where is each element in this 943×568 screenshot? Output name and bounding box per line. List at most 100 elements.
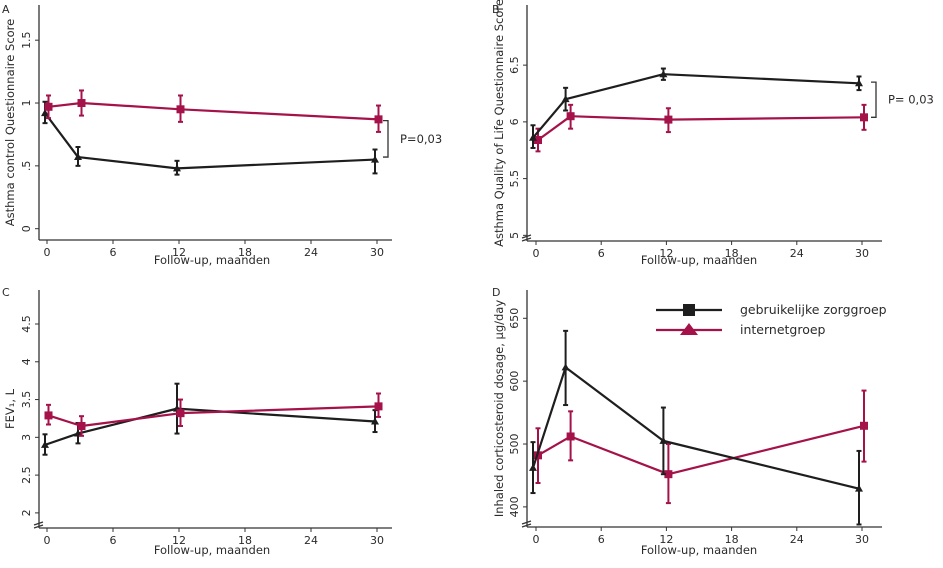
series-line [44, 112, 376, 170]
x-axis-title: Follow-up, maanden [641, 543, 757, 557]
x-tick-label: 0 [533, 533, 540, 546]
series-usual-care [41, 382, 379, 456]
y-tick-label: 6 [508, 118, 521, 125]
axis-break-mark [521, 234, 532, 239]
data-point-triangle [659, 436, 668, 444]
series-usual-care [529, 329, 863, 526]
data-point-square [176, 105, 185, 114]
x-tick-label: 6 [598, 247, 605, 260]
data-point-square [176, 409, 185, 418]
panel-letter: D [492, 286, 500, 299]
data-point-square [534, 136, 542, 145]
panel-d: D Inhaled corticosteroid dosage, µg/day … [492, 286, 887, 557]
series-line [48, 405, 379, 428]
x-tick-label: 24 [790, 533, 804, 546]
y-tick-label: 650 [508, 308, 521, 329]
legend: gebruikelijke zorggroep internetgroep [656, 302, 887, 337]
x-tick-label: 0 [44, 246, 51, 259]
series-line [532, 73, 860, 139]
axis-break-mark [521, 237, 532, 242]
series-line [537, 115, 865, 141]
legend-label-usual-care: gebruikelijke zorggroep [740, 302, 887, 317]
series-line [531, 366, 860, 490]
data-point-triangle [41, 109, 49, 117]
y-axis-title: FEV₁, L [3, 388, 17, 429]
x-tick-label: 0 [533, 247, 540, 260]
data-point-triangle [561, 95, 570, 103]
y-tick-label: 4 [20, 358, 33, 365]
axis-break-mark [33, 521, 44, 526]
y-axis-title: Asthma Quality of Life Questionnaire Sco… [492, 0, 506, 247]
series-line [44, 407, 376, 446]
y-tick-label: 3 [20, 434, 33, 441]
y-tick-label: 600 [508, 371, 521, 392]
y-tick-label: 2 [20, 509, 33, 516]
y-tick-label: 500 [508, 434, 521, 455]
panel-letter: A [2, 3, 10, 16]
data-point-triangle [74, 429, 82, 437]
x-tick-label: 18 [725, 533, 739, 546]
data-point-triangle [371, 155, 379, 163]
panel-letter: C [2, 286, 10, 299]
significance-bracket [383, 119, 389, 158]
panel-b: B Asthma Quality of Life Questionnaire S… [492, 0, 934, 267]
x-tick-label: 30 [370, 534, 384, 547]
axis-break-mark [33, 524, 44, 529]
y-tick-label: .5 [20, 161, 33, 172]
data-point-triangle [659, 70, 668, 78]
x-tick-label: 12 [659, 533, 673, 546]
y-tick-label: 4.5 [20, 315, 33, 333]
data-point-triangle [529, 463, 537, 471]
data-point-triangle [855, 79, 863, 87]
data-point-square [77, 422, 86, 430]
data-point-triangle [173, 164, 181, 172]
panel-letter: B [492, 3, 500, 16]
legend-square-marker-icon [683, 304, 695, 316]
data-point-square [44, 102, 53, 111]
y-tick-label: 2.5 [20, 466, 33, 484]
y-tick-label: 0 [20, 225, 33, 232]
series-internet [534, 389, 868, 505]
x-tick-label: 6 [110, 534, 117, 547]
legend-label-internet: internetgroep [740, 322, 826, 337]
y-tick-label: 5 [508, 232, 521, 239]
x-axis-title: Follow-up, maanden [641, 253, 757, 267]
p-value-label: P= 0,03 [888, 93, 934, 107]
panel-a: A Asthma control Questionnaire Score Fol… [2, 3, 442, 267]
data-point-triangle [371, 417, 379, 425]
p-value-label: P=0,03 [400, 132, 442, 146]
y-tick-label: 1 [20, 100, 33, 107]
series-internet [534, 103, 868, 153]
panel-c: C FEV₁, L Follow-up, maanden 0 6 12 18 24 302… [2, 286, 392, 557]
series-internet [44, 89, 383, 133]
x-axis-title: Follow-up, maanden [154, 253, 270, 267]
series-usual-care [529, 67, 863, 149]
data-point-square [374, 115, 383, 124]
data-point-square [860, 113, 868, 122]
x-tick-label: 6 [110, 246, 117, 259]
x-tick-label: 24 [790, 247, 804, 260]
data-point-square [566, 432, 575, 441]
y-tick-label: 3.5 [20, 391, 33, 409]
series-internet [44, 392, 383, 437]
data-point-triangle [41, 440, 49, 448]
legend-item-internet: internetgroep [656, 322, 826, 337]
data-point-square [374, 402, 383, 411]
y-axis-title: Inhaled corticosteroid dosage, µg/day [492, 300, 506, 518]
y-tick-label: 1.5 [20, 31, 33, 49]
data-point-square [44, 411, 53, 420]
x-tick-label: 6 [598, 533, 605, 546]
data-point-square [664, 115, 673, 124]
data-point-triangle [561, 363, 570, 371]
x-tick-label: 24 [304, 534, 318, 547]
x-tick-label: 0 [44, 534, 51, 547]
x-tick-label: 30 [855, 247, 869, 260]
data-point-square [664, 470, 673, 479]
series-line [48, 101, 379, 121]
data-point-triangle [74, 153, 82, 161]
significance-bracket [871, 81, 877, 118]
data-point-square [77, 99, 86, 108]
x-tick-label: 12 [172, 246, 186, 259]
axis-break-mark [521, 520, 532, 525]
